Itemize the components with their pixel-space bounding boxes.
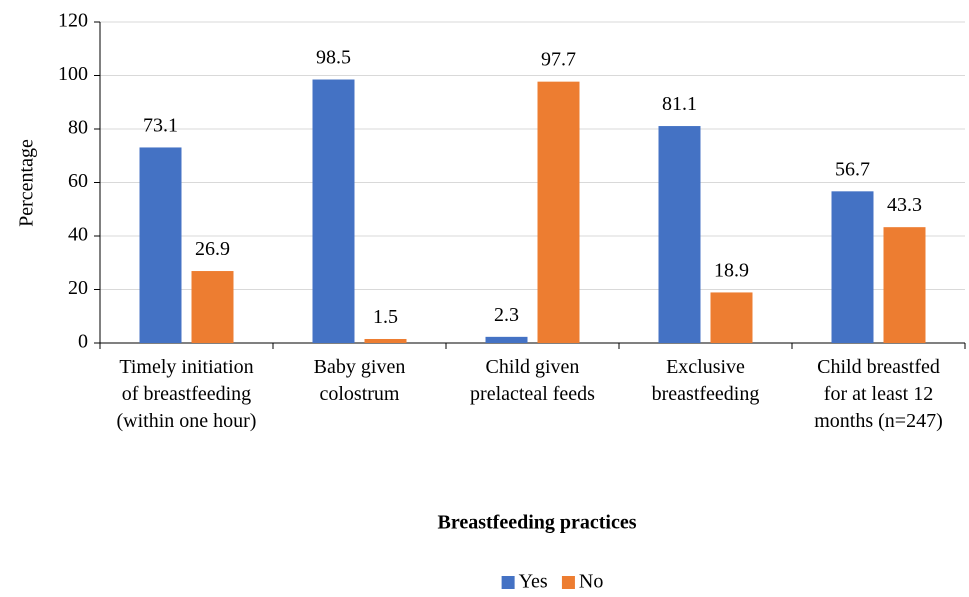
y-tick-label: 60 xyxy=(68,170,88,192)
x-tick-label: Child breastfed for at least 12 months (n=… xyxy=(814,356,943,432)
bar xyxy=(364,338,407,343)
x-tick-label: Child given prelacteal feeds xyxy=(470,356,595,405)
value-label: 56.7 xyxy=(835,158,870,180)
x-tick-label: Timely initiation of breastfeeding (within… xyxy=(117,356,257,432)
y-axis-title: Percentage xyxy=(16,139,38,227)
value-label: 18.9 xyxy=(714,259,749,281)
bar xyxy=(191,271,234,343)
bar xyxy=(485,336,528,343)
x-tick-label: Exclusive breastfeeding xyxy=(652,356,760,405)
legend-swatch xyxy=(501,576,515,589)
value-label: 81.1 xyxy=(662,93,697,115)
value-label: 73.1 xyxy=(143,114,178,136)
legend-item: Yes xyxy=(501,571,548,593)
y-tick-label: 80 xyxy=(68,117,88,139)
legend-label: No xyxy=(579,571,603,593)
value-label: 98.5 xyxy=(316,47,351,69)
y-tick-label: 40 xyxy=(68,224,88,246)
x-tick-label: Baby given colostrum xyxy=(314,356,406,405)
value-label: 26.9 xyxy=(195,238,230,260)
legend-swatch xyxy=(561,576,575,589)
bar xyxy=(710,292,753,343)
x-axis-title: Breastfeeding practices xyxy=(437,512,636,534)
bar xyxy=(537,81,580,343)
y-tick-label: 120 xyxy=(58,10,88,32)
bar xyxy=(312,79,355,343)
legend-label: Yes xyxy=(519,571,548,593)
bar xyxy=(883,227,926,343)
bar xyxy=(139,147,182,343)
value-label: 97.7 xyxy=(541,49,576,71)
value-label: 2.3 xyxy=(494,304,519,326)
legend-item: No xyxy=(561,571,603,593)
bar xyxy=(658,126,701,344)
y-tick-label: 20 xyxy=(68,277,88,299)
y-tick-label: 100 xyxy=(58,63,88,85)
value-label: 43.3 xyxy=(887,194,922,216)
value-label: 1.5 xyxy=(373,306,398,328)
bar xyxy=(831,191,874,343)
y-tick-label: 0 xyxy=(78,331,88,353)
